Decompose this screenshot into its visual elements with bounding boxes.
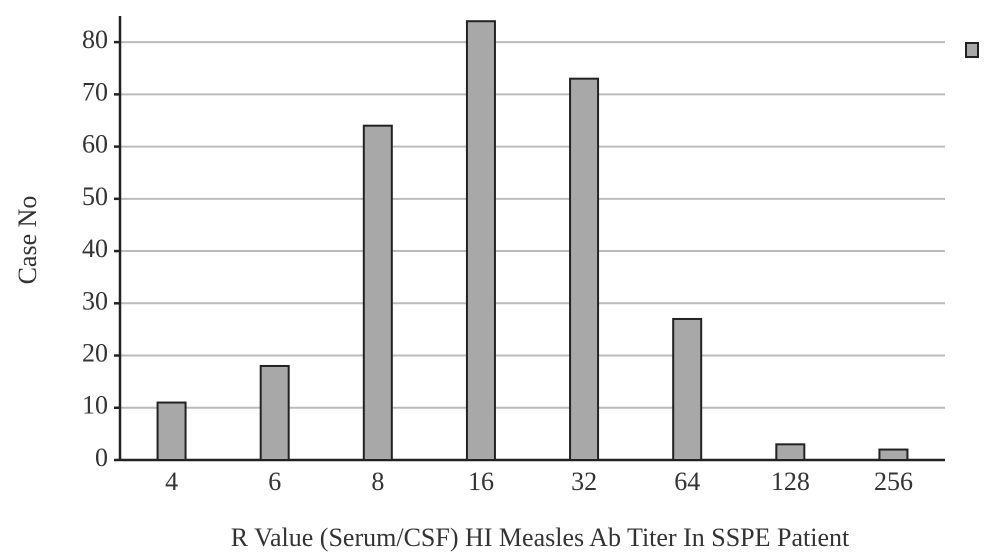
bar — [775, 443, 806, 461]
x-tick-label: 16 — [468, 467, 494, 496]
y-tick-label: 0 — [95, 443, 108, 472]
x-tick-label: 32 — [571, 467, 597, 496]
y-tick-label: 80 — [82, 25, 108, 54]
y-tick-label: 20 — [82, 338, 108, 367]
y-tick-label: 50 — [82, 182, 108, 211]
y-tick-label: 30 — [82, 286, 108, 315]
bar — [362, 124, 393, 461]
y-tick-label: 70 — [82, 77, 108, 106]
bar — [156, 401, 187, 461]
y-axis-label: Case No — [13, 196, 42, 285]
x-tick-label: 6 — [268, 467, 281, 496]
x-tick-label: 4 — [165, 467, 178, 496]
bar — [569, 77, 600, 462]
x-tick-label: 64 — [674, 467, 700, 496]
y-tick-label: 60 — [82, 130, 108, 159]
x-axis-label: R Value (Serum/CSF) HI Measles Ab Titer … — [231, 523, 850, 552]
bar — [465, 20, 496, 461]
y-tick-label: 10 — [82, 391, 108, 420]
x-tick-label: 128 — [771, 467, 810, 496]
bar — [259, 364, 290, 461]
x-tick-label: 8 — [371, 467, 384, 496]
bar — [672, 317, 703, 461]
bar — [878, 448, 909, 462]
y-tick-label: 40 — [82, 234, 108, 263]
x-tick-label: 256 — [874, 467, 913, 496]
legend-key — [965, 42, 979, 58]
